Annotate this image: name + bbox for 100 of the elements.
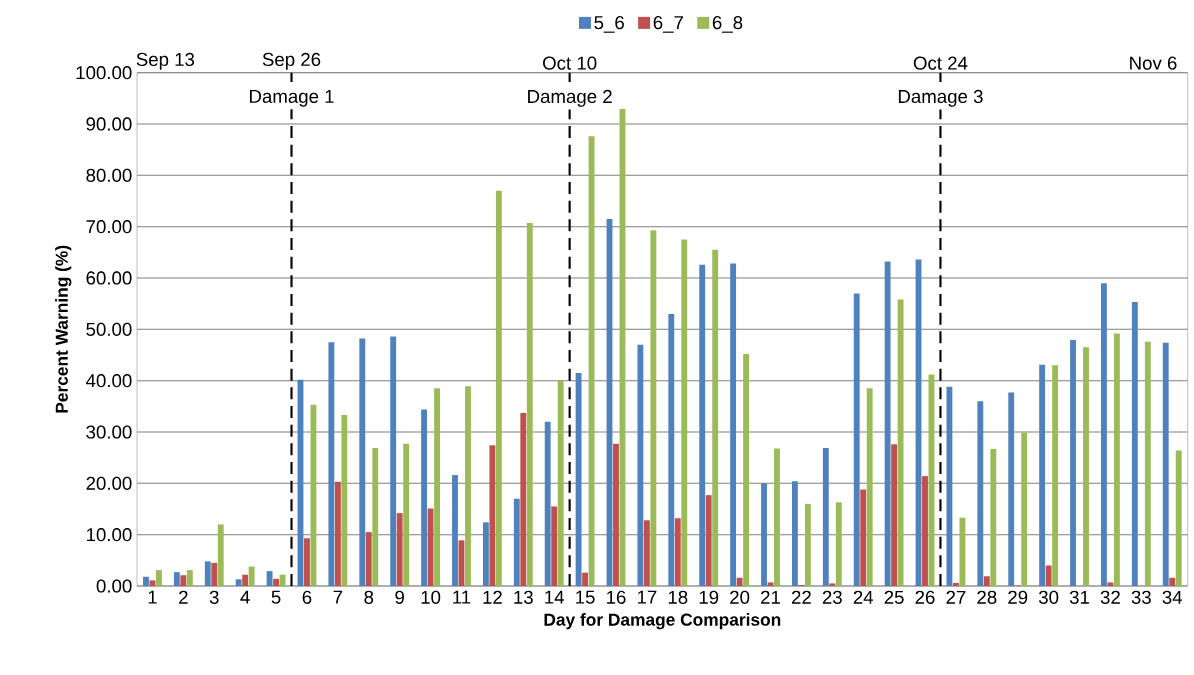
annotation: Oct 24 — [913, 56, 968, 70]
bar — [822, 447, 829, 586]
ref-line-label: Damage 2 — [528, 89, 612, 107]
x-tick-label: 3 — [209, 590, 219, 604]
bar — [712, 249, 719, 586]
y-tick-label: 40.00 — [86, 374, 132, 388]
bar — [495, 190, 502, 586]
bar — [990, 448, 997, 586]
bar — [204, 561, 211, 586]
bar — [328, 342, 335, 586]
x-tick-label: 7 — [333, 590, 343, 604]
x-tick-label: 15 — [576, 590, 595, 604]
x-tick-label: 25 — [884, 590, 904, 604]
text: Nov 6 — [1130, 56, 1177, 70]
x-tick-label: 17 — [637, 590, 657, 604]
y-tick-label: 100.00 — [76, 66, 132, 80]
bar — [1107, 582, 1114, 586]
legend-label: 5_6 — [594, 16, 624, 33]
bar — [489, 445, 496, 586]
ref-line-label: Damage 1 — [249, 89, 334, 107]
y-axis-title: Percent Warning (%) — [55, 245, 72, 413]
bar — [390, 336, 397, 586]
x-tick-label: 19 — [699, 590, 719, 604]
bar — [1083, 347, 1089, 586]
y-tick-label: 20.00 — [86, 476, 132, 490]
x-tick-label: 30 — [1038, 590, 1059, 604]
x-tick-label: 33 — [1131, 590, 1151, 604]
x-tick-label: 14 — [545, 590, 565, 604]
legend-label: 6_7 — [653, 16, 683, 33]
bar — [557, 380, 564, 586]
bar — [922, 476, 928, 586]
bar — [1131, 302, 1138, 586]
y-tick-label: 50.00 — [86, 322, 132, 336]
bar — [891, 444, 898, 586]
y-tick-label: 90.00 — [86, 117, 132, 131]
x-tick-label: 11 — [453, 590, 471, 604]
x-tick-label: 21 — [761, 590, 780, 604]
bar — [774, 448, 780, 586]
bar — [767, 582, 774, 586]
x-tick-label: 20 — [730, 590, 750, 604]
bar — [613, 443, 619, 586]
bar — [705, 495, 712, 586]
x-tick-label: 32 — [1100, 590, 1120, 604]
bar — [977, 401, 984, 586]
y-tick-label: 30.00 — [86, 425, 132, 439]
bar — [959, 517, 966, 586]
bar — [650, 230, 657, 586]
x-tick-label: 29 — [1008, 590, 1028, 604]
bar — [1045, 565, 1052, 586]
bar — [643, 520, 650, 586]
bar — [173, 572, 180, 586]
bar — [359, 338, 366, 586]
x-tick-label: 10 — [421, 590, 441, 604]
text: Sep 13 — [136, 52, 195, 70]
x-tick-label: 2 — [179, 590, 188, 604]
bar — [1039, 364, 1046, 586]
bar — [186, 570, 193, 586]
x-tick-label: 18 — [668, 590, 688, 604]
bar — [804, 503, 811, 586]
bar — [946, 386, 953, 586]
bar — [544, 421, 551, 586]
bar — [1113, 333, 1120, 586]
bar — [273, 578, 279, 586]
x-tick-label: 34 — [1162, 590, 1183, 604]
x-tick-label: 24 — [853, 590, 874, 604]
y-tick-label: 10.00 — [87, 528, 132, 542]
bar — [156, 570, 162, 586]
x-tick-label: 23 — [822, 590, 842, 604]
bar — [1052, 365, 1059, 586]
bar — [520, 413, 527, 586]
bar — [884, 261, 891, 586]
bar — [1144, 341, 1151, 586]
bar — [434, 388, 440, 586]
x-tick-label: 26 — [915, 590, 935, 604]
bar — [835, 502, 842, 586]
legend-label: 6_8 — [712, 16, 743, 33]
ref-line-label: Damage 3 — [898, 89, 983, 107]
bar — [674, 518, 681, 586]
annotation: Sep 26 — [262, 52, 321, 70]
bar — [217, 524, 224, 586]
bar — [1162, 342, 1169, 586]
bar — [180, 575, 187, 586]
bar — [730, 263, 737, 586]
bar — [853, 293, 860, 586]
x-axis-title: Day for Damage Comparison — [544, 613, 781, 630]
bar — [681, 239, 688, 586]
bar — [1008, 392, 1015, 586]
annotation: Oct 10 — [543, 56, 597, 70]
bar — [791, 481, 798, 586]
x-tick-label: 28 — [977, 590, 997, 604]
bar — [736, 577, 743, 586]
bar — [699, 264, 706, 586]
y-tick-label: 70.00 — [86, 220, 132, 234]
bar — [1021, 432, 1028, 586]
bar — [427, 508, 434, 586]
bar — [952, 582, 959, 586]
bar — [248, 566, 255, 586]
bar — [1101, 283, 1107, 586]
y-tick-label: 60.00 — [86, 271, 132, 285]
bar — [526, 223, 533, 586]
